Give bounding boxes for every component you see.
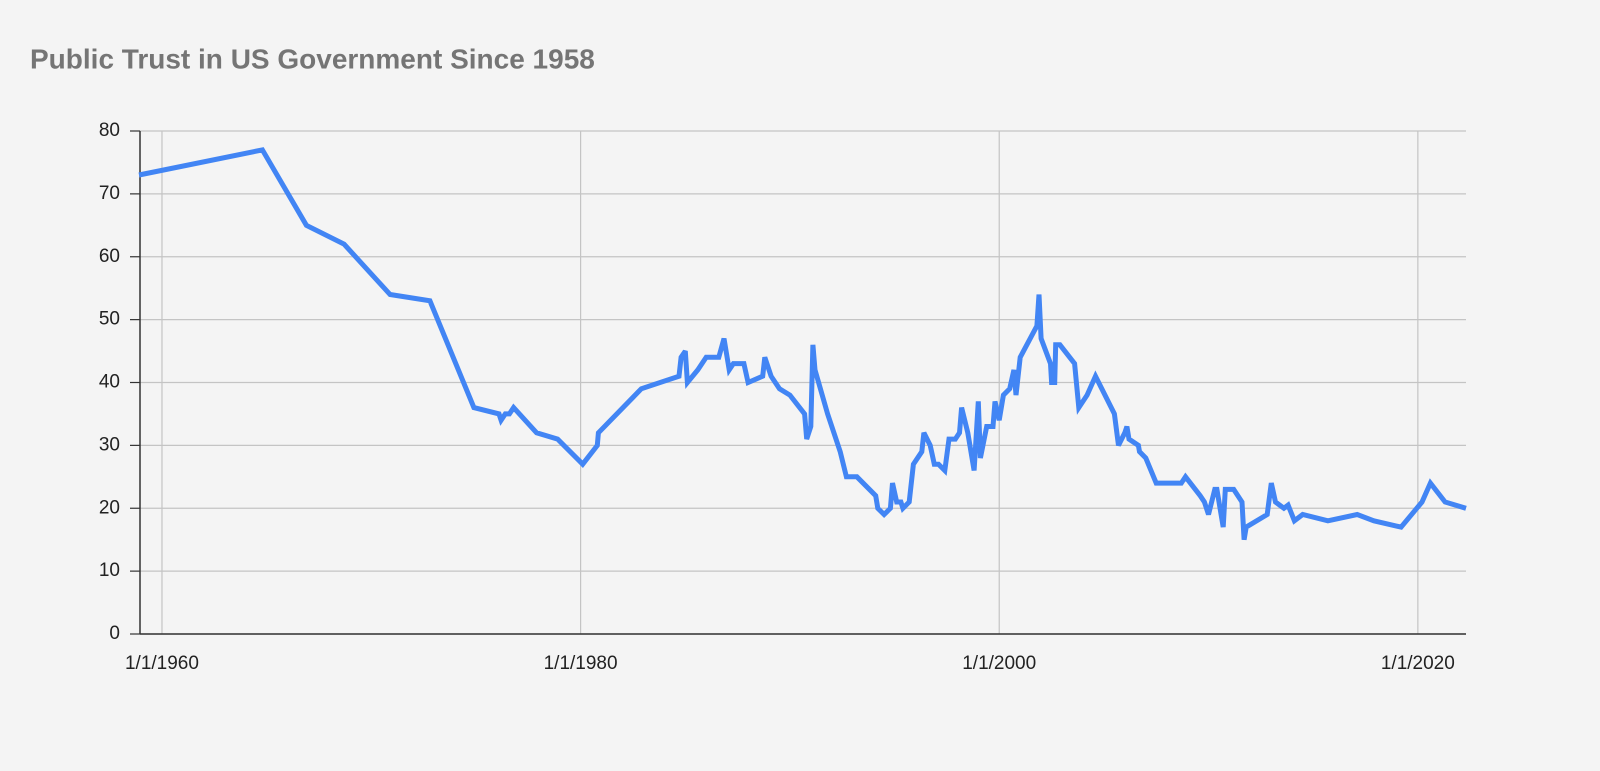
- y-tick-label: 20: [99, 497, 120, 518]
- x-tick-label: 1/1/1960: [125, 653, 199, 674]
- y-tick-label: 70: [99, 183, 120, 204]
- y-tick-label: 40: [99, 372, 120, 393]
- y-tick-label: 50: [99, 309, 120, 330]
- y-tick-label: 30: [99, 434, 120, 455]
- chart-title: Public Trust in US Government Since 1958: [30, 43, 595, 74]
- x-tick-label: 1/1/2020: [1381, 653, 1455, 674]
- y-tick-label: 80: [99, 120, 120, 141]
- y-tick-label: 10: [99, 560, 120, 581]
- x-tick-label: 1/1/2000: [962, 653, 1036, 674]
- line: [138, 147, 1467, 541]
- y-tick-label: 60: [99, 246, 120, 267]
- x-tick-label: 1/1/1980: [544, 653, 618, 674]
- y-tick-label: 0: [109, 623, 120, 644]
